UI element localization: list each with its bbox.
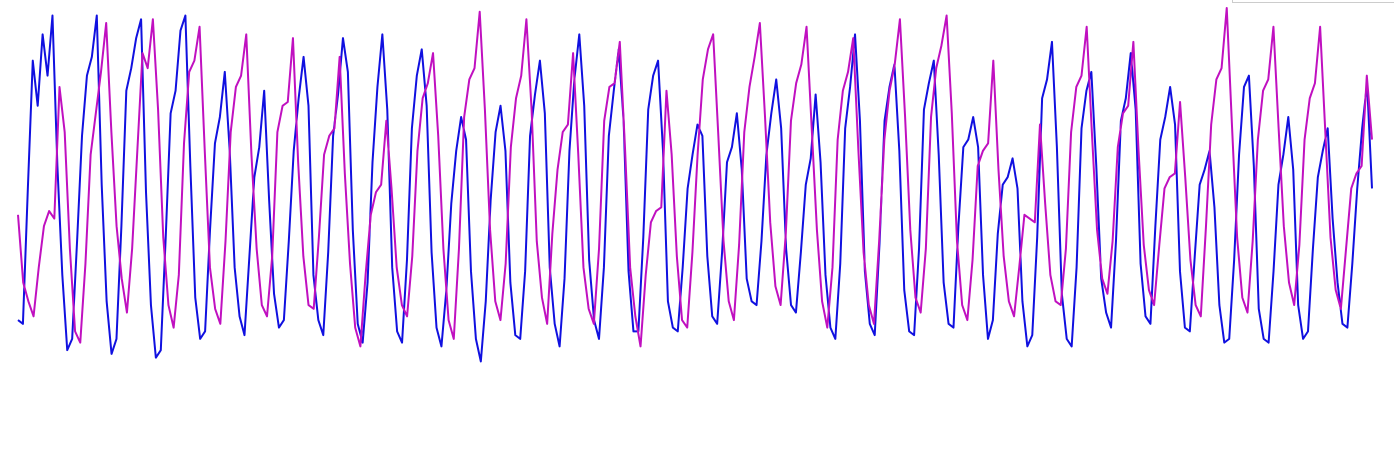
series-line-1 (17, 14, 1373, 363)
legend-box (1232, 0, 1394, 3)
series-line-2 (17, 7, 1373, 348)
series-layer (17, 7, 1373, 363)
